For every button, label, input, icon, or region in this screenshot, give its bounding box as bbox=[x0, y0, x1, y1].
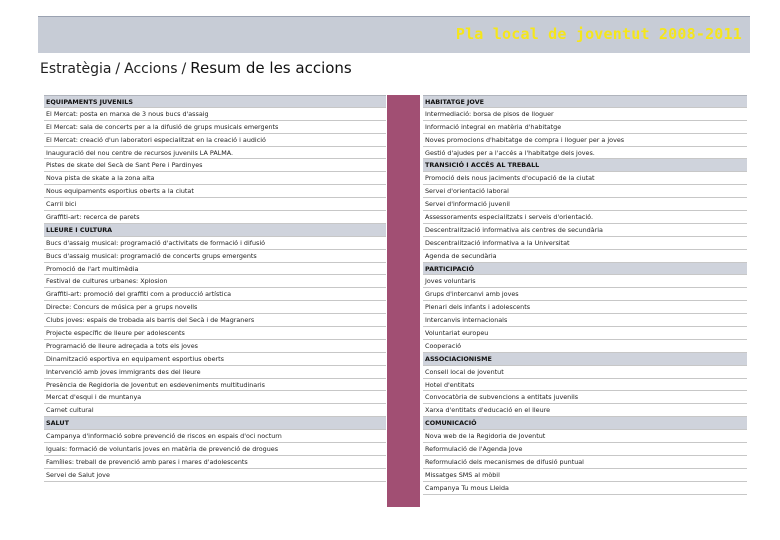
action-row: Gestió d'ajudes per a l'accés a l'habita… bbox=[423, 147, 747, 160]
breadcrumb-strategy: Estratègia bbox=[40, 61, 112, 77]
breadcrumb: Estratègia / Accions / Resum de les accions bbox=[40, 59, 352, 77]
action-row: Intercanvis internacionals bbox=[423, 314, 747, 328]
action-row: Campanya Tu mous Lleida bbox=[423, 482, 747, 495]
left-actions-list: EQUIPAMENTS JUVENILS El Mercat: posta en … bbox=[44, 95, 386, 482]
action-row: Servei d'orientació laboral bbox=[423, 185, 747, 199]
section-heading: TRANSICIÓ I ACCÉS AL TREBALL bbox=[423, 159, 747, 173]
action-row: Nova pista de skate a la zona alta bbox=[44, 172, 386, 186]
action-row: Promoció de l'art multimèdia bbox=[44, 263, 386, 276]
action-row: Pistes de skate del Secà de Sant Pere i … bbox=[44, 159, 386, 173]
action-row: Descentralització informativa a la Unive… bbox=[423, 237, 747, 250]
right-actions-list: HABITATGE JOVE Intermediació: borsa de pi… bbox=[423, 95, 747, 495]
action-row: Dinamització esportiva en equipament esp… bbox=[44, 353, 386, 366]
action-row: El Mercat: sala de concerts per a la dif… bbox=[44, 121, 386, 134]
action-row: Plenari dels infants i adolescents bbox=[423, 301, 747, 315]
action-row: Agenda de secundària bbox=[423, 250, 747, 263]
action-row: Reformulació de l'Agenda Jove bbox=[423, 443, 747, 456]
action-row: Consell local de joventut bbox=[423, 366, 747, 379]
section-heading: ASSOCIACIONISME bbox=[423, 352, 747, 366]
action-row: Campanya d'informació sobre prevenció de… bbox=[44, 430, 386, 444]
action-row: Intermediació: borsa de pisos de lloguer bbox=[423, 108, 747, 121]
section-heading: PARTICIPACIÓ bbox=[423, 262, 747, 276]
breadcrumb-separator: / bbox=[181, 61, 187, 77]
action-row: Festival de cultures urbanes: Xplosion bbox=[44, 275, 386, 289]
action-row: Promoció dels nous jaciments d'ocupació … bbox=[423, 172, 747, 186]
action-row: Descentralització informativa als centre… bbox=[423, 224, 747, 237]
action-row: Noves promocions d'habitatge de compra i… bbox=[423, 134, 747, 147]
section-heading: COMUNICACIÓ bbox=[423, 417, 747, 431]
action-row: Carril bici bbox=[44, 198, 386, 212]
action-row: Grups d'intercanvi amb joves bbox=[423, 288, 747, 302]
action-row: Informació integral en matèria d'habitat… bbox=[423, 121, 747, 134]
action-row: Graffiti-art: promoció del graffiti com … bbox=[44, 288, 386, 302]
section-heading: EQUIPAMENTS JUVENILS bbox=[44, 95, 386, 108]
action-row: Graffiti-art: recerca de parets bbox=[44, 211, 386, 224]
action-row: Mercat d'esqui i de muntanya bbox=[44, 391, 386, 405]
action-row: Hotel d'entitats bbox=[423, 379, 747, 392]
action-row: Clubs joves: espais de trobada als barri… bbox=[44, 314, 386, 328]
section-heading: LLEURE I CULTURA bbox=[44, 223, 386, 237]
action-row: Voluntariat europeu bbox=[423, 327, 747, 340]
section-heading: SALUT bbox=[44, 417, 386, 431]
action-row: Directe: Concurs de música per a grups n… bbox=[44, 301, 386, 315]
document-title: Pla local de joventut 2008-2011 bbox=[455, 25, 742, 43]
action-row: Intervenció amb joves immigrants des del… bbox=[44, 366, 386, 379]
breadcrumb-summary: Resum de les accions bbox=[190, 59, 352, 77]
action-row: El Mercat: creació d'un laboratori espec… bbox=[44, 134, 386, 147]
action-row: Presència de Regidoria de Joventut en es… bbox=[44, 379, 386, 392]
action-row: Reformulació dels mecanismes de difusió … bbox=[423, 456, 747, 469]
action-row: Nova web de la Regidoria de Joventut bbox=[423, 430, 747, 444]
action-row: Nous equipaments esportius oberts a la c… bbox=[44, 185, 386, 199]
action-row: Famílies: treball de prevenció amb pares… bbox=[44, 456, 386, 469]
action-row: Xarxa d'entitats d'educació en el lleure bbox=[423, 404, 747, 418]
section-heading: HABITATGE JOVE bbox=[423, 95, 747, 108]
action-row: Convocatòria de subvencions a entitats j… bbox=[423, 391, 747, 405]
breadcrumb-actions: Accions bbox=[124, 61, 178, 77]
action-row: Cooperació bbox=[423, 340, 747, 353]
action-row: Bucs d'assaig musical: programació d'act… bbox=[44, 237, 386, 250]
action-row: Carnet cultural bbox=[44, 404, 386, 418]
action-row: Servei d'informació juvenil bbox=[423, 198, 747, 212]
action-row: Assessoraments especialitzats i serveis … bbox=[423, 211, 747, 224]
breadcrumb-separator: / bbox=[115, 61, 121, 77]
action-row: Bucs d'assaig musical: programació de co… bbox=[44, 250, 386, 263]
action-row: Joves voluntaris bbox=[423, 275, 747, 289]
action-row: El Mercat: posta en marxa de 3 nous bucs… bbox=[44, 108, 386, 121]
header-banner: Pla local de joventut 2008-2011 bbox=[38, 16, 750, 53]
action-row: Projecte específic de lleure per adolesc… bbox=[44, 327, 386, 340]
action-row: Iguals: formació de voluntaris joves en … bbox=[44, 443, 386, 456]
action-row: Programació de lleure adreçada a tots el… bbox=[44, 340, 386, 353]
center-divider-band bbox=[387, 95, 420, 507]
action-row: Missatges SMS al mòbil bbox=[423, 469, 747, 482]
action-row: Servei de Salut jove bbox=[44, 469, 386, 482]
action-row: Inauguració del nou centre de recursos j… bbox=[44, 147, 386, 160]
